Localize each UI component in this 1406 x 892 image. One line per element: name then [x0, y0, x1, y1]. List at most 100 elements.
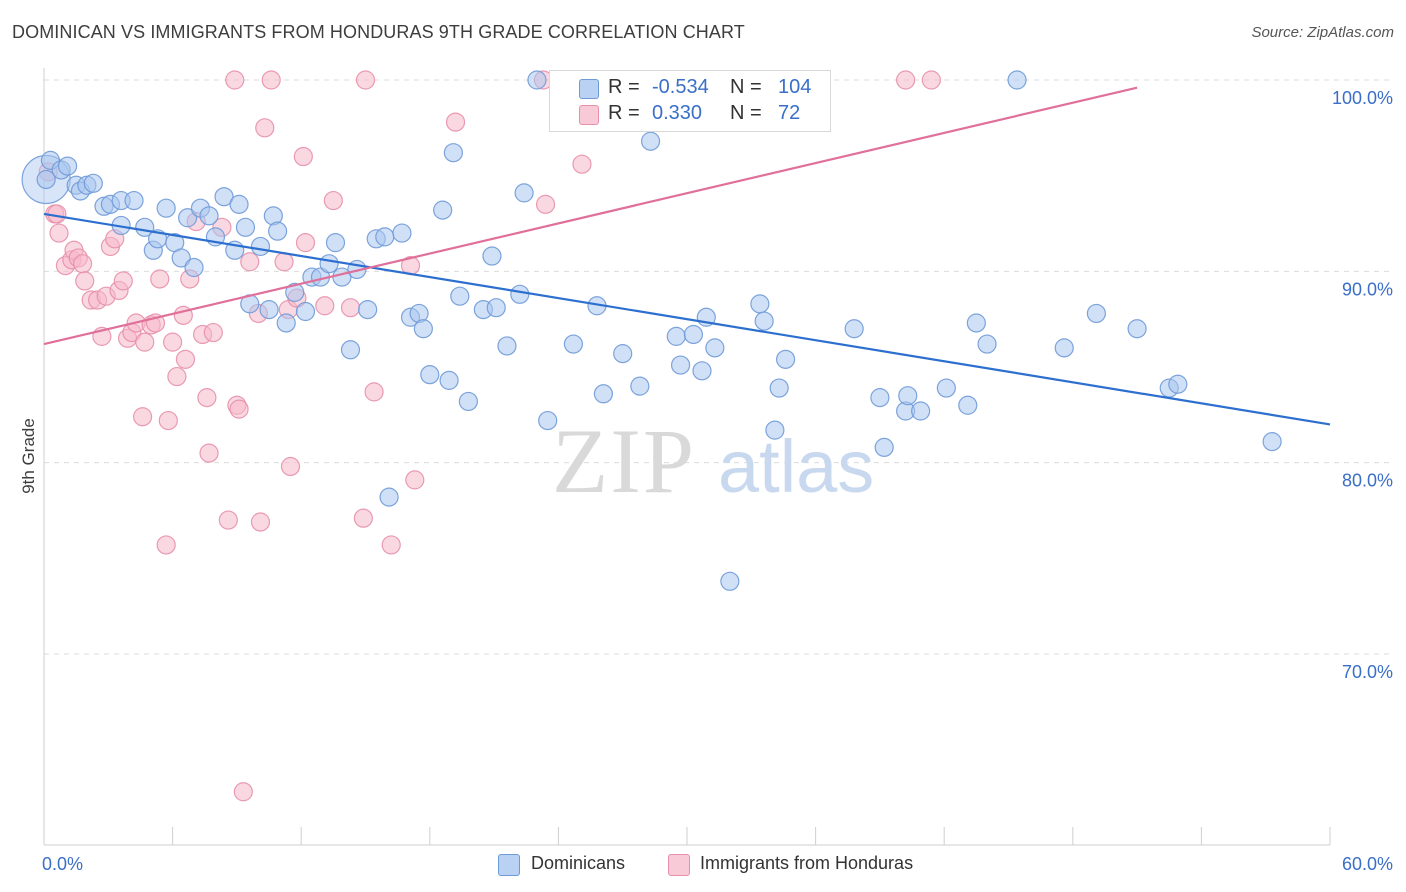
- point-honduras: [158, 410, 178, 431]
- legend-n-value: 104: [778, 76, 812, 98]
- point-dominicans: [443, 143, 463, 163]
- point-honduras: [340, 298, 361, 318]
- point-dominicans: [911, 401, 931, 421]
- source-label: Source: ZipAtlas.com: [1251, 24, 1394, 41]
- point-dominicans: [375, 227, 395, 247]
- point-honduras: [315, 296, 335, 316]
- point-dominicans: [630, 376, 650, 396]
- point-honduras: [229, 399, 249, 419]
- point-dominicans: [276, 313, 296, 333]
- point-honduras: [156, 535, 176, 555]
- point-dominicans: [563, 334, 584, 354]
- bottom-legend-label-honduras: Immigrants from Honduras: [700, 853, 914, 873]
- point-dominicans: [482, 246, 502, 266]
- point-dominicans: [775, 349, 796, 369]
- legend-n-label: N =: [730, 102, 762, 124]
- point-honduras: [921, 70, 941, 90]
- legend-r-value: 0.330: [652, 102, 703, 124]
- point-dominicans: [124, 190, 144, 211]
- point-dominicans: [450, 286, 470, 306]
- point-dominicans: [285, 282, 305, 302]
- watermark-atlas: atlas: [718, 425, 874, 508]
- point-honduras: [113, 271, 133, 291]
- point-honduras: [280, 456, 301, 477]
- y-tick-label: 70.0%: [1342, 662, 1393, 682]
- point-dominicans: [433, 200, 453, 220]
- point-honduras: [381, 535, 401, 555]
- y-tick-labels: 70.0% 80.0% 90.0% 100.0%: [1332, 88, 1393, 682]
- point-dominicans: [439, 370, 459, 390]
- point-dominicans: [325, 233, 346, 253]
- point-dominicans: [178, 208, 198, 228]
- point-dominicans: [705, 338, 725, 358]
- point-dominicans: [156, 198, 176, 218]
- point-dominicans: [958, 395, 978, 415]
- gridlines: [44, 79, 1392, 655]
- point-dominicans: [295, 301, 316, 322]
- point-honduras: [293, 146, 313, 167]
- legend-n-value: 72: [778, 102, 801, 124]
- point-honduras: [203, 322, 223, 343]
- y-tick-label: 100.0%: [1332, 88, 1393, 108]
- point-dominicans: [666, 326, 686, 346]
- point-dominicans: [458, 391, 478, 412]
- point-honduras: [535, 194, 556, 214]
- bottom-legend-label-dominicans: Dominicans: [531, 853, 626, 873]
- point-dominicans: [1054, 338, 1074, 358]
- legend-r-label: R =: [608, 102, 640, 124]
- point-honduras: [405, 470, 425, 490]
- point-dominicans: [898, 386, 918, 406]
- point-honduras: [364, 382, 384, 402]
- bottom-legend-swatch-honduras: [668, 854, 690, 876]
- point-dominicans: [844, 319, 864, 339]
- point-dominicans: [1127, 319, 1147, 339]
- watermark: ZIP atlas: [552, 410, 874, 512]
- point-honduras: [225, 70, 245, 90]
- point-dominicans: [692, 361, 712, 381]
- point-honduras: [135, 332, 155, 352]
- point-dominicans: [720, 571, 740, 591]
- x-tick-label: 0.0%: [42, 854, 83, 874]
- point-dominicans: [1007, 70, 1027, 90]
- point-honduras: [274, 252, 294, 272]
- point-dominicans: [593, 384, 614, 404]
- point-honduras: [75, 271, 95, 291]
- bottom-legend-swatch-dominicans: [498, 854, 520, 876]
- point-honduras: [896, 70, 916, 90]
- point-dominicans: [36, 169, 56, 190]
- point-honduras: [218, 510, 238, 530]
- chart-title: DOMINICAN VS IMMIGRANTS FROM HONDURAS 9T…: [12, 22, 745, 42]
- point-honduras: [163, 332, 183, 352]
- point-honduras: [199, 443, 219, 463]
- trend-lines: [43, 86, 1331, 426]
- point-dominicans: [769, 378, 789, 398]
- point-honduras: [355, 70, 376, 90]
- point-honduras: [250, 512, 271, 532]
- point-dominicans: [765, 420, 785, 440]
- point-dominicans: [83, 173, 103, 193]
- point-dominicans: [268, 221, 288, 241]
- point-dominicans: [413, 319, 433, 339]
- point-dominicans: [870, 388, 890, 408]
- point-dominicans: [538, 410, 558, 431]
- point-dominicans: [235, 217, 256, 237]
- point-dominicans: [514, 183, 534, 203]
- legend-r-value: -0.534: [652, 76, 709, 98]
- y-tick-label: 80.0%: [1342, 471, 1393, 491]
- point-dominicans: [874, 437, 894, 457]
- x-ticks: [43, 827, 1331, 845]
- y-tick-label: 90.0%: [1342, 279, 1393, 299]
- point-honduras: [255, 118, 275, 138]
- point-honduras: [132, 407, 153, 427]
- point-honduras: [353, 508, 373, 528]
- point-dominicans: [379, 487, 399, 507]
- point-dominicans: [936, 378, 956, 398]
- point-dominicans: [358, 300, 378, 320]
- point-dominicans: [57, 156, 78, 176]
- point-dominicans: [184, 257, 204, 278]
- trend-line-honduras: [43, 86, 1138, 346]
- point-honduras: [197, 388, 217, 408]
- watermark-zip: ZIP: [552, 410, 696, 512]
- point-dominicans: [340, 340, 361, 360]
